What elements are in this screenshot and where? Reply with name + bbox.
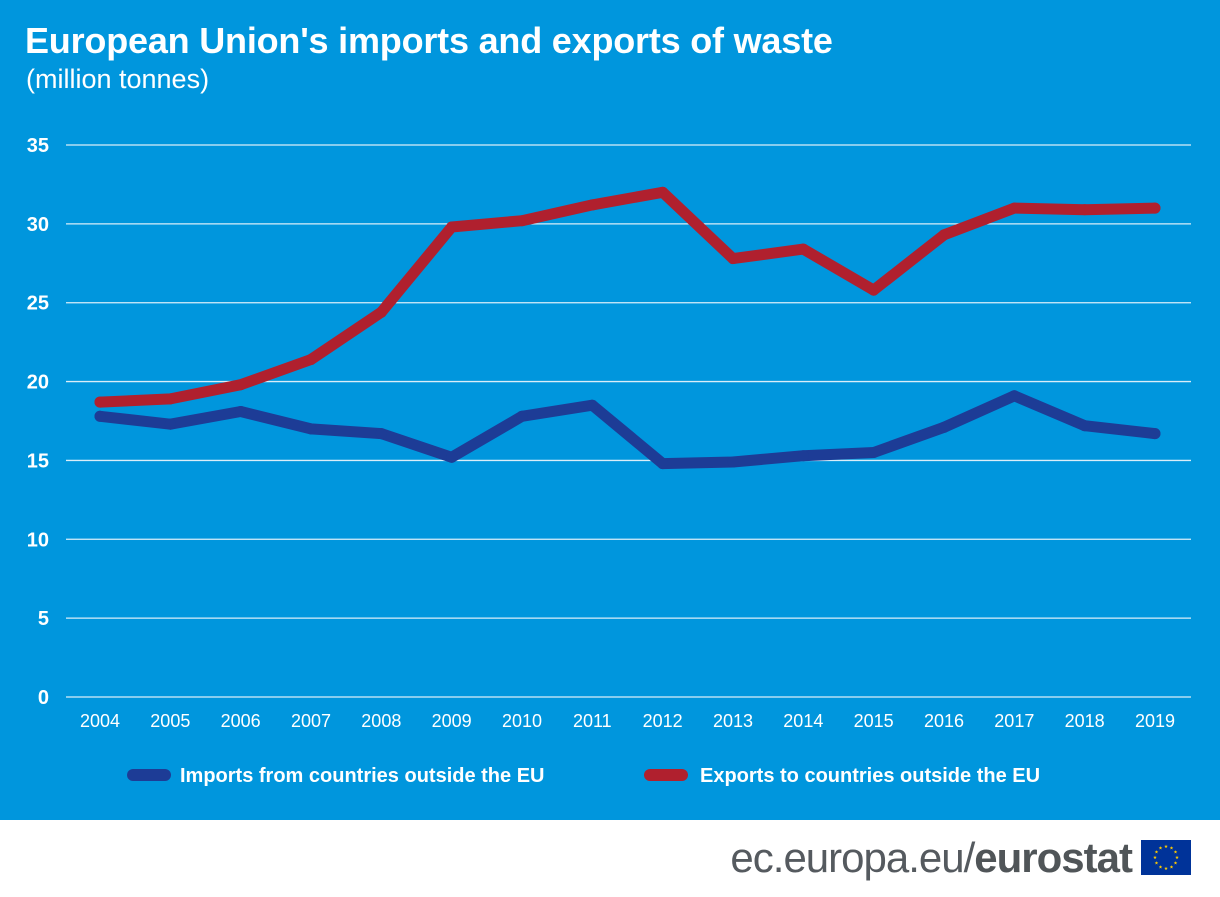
x-tick-label: 2019	[1135, 711, 1175, 731]
exports-data-point	[1079, 204, 1091, 216]
x-tick-label: 2006	[221, 711, 261, 731]
exports-data-point	[868, 284, 880, 296]
exports-data-point	[657, 186, 669, 198]
gridlines	[66, 144, 1191, 698]
imports-data-point	[164, 418, 176, 430]
legend: Imports from countries outside the EU Exp…	[127, 765, 1040, 787]
star-icon	[1175, 855, 1179, 860]
chart-subtitle: (million tonnes)	[26, 64, 210, 94]
imports-data-point	[1079, 420, 1091, 432]
exports-data-point	[797, 243, 809, 255]
x-tick-label: 2008	[361, 711, 401, 731]
x-tick-label: 2016	[924, 711, 964, 731]
exports-data-point	[164, 393, 176, 405]
exports-data-point	[516, 215, 528, 227]
x-axis-tick-labels: 2004 2005 2006 2007 2008 2009 2010 2011 2012 2013…	[80, 711, 1175, 731]
x-tick-label: 2015	[854, 711, 894, 731]
imports-data-point	[797, 450, 809, 462]
x-tick-label: 2014	[783, 711, 823, 731]
y-tick-label: 5	[38, 608, 49, 630]
x-tick-label: 2005	[150, 711, 190, 731]
x-tick-label: 2012	[643, 711, 683, 731]
chart-title: European Union's imports and exports of …	[25, 20, 833, 61]
chart-panel: 0 5 10 15 20 25 30 35 2004 2005 2006 2007 2008 2009 2…	[0, 0, 1220, 820]
y-tick-label: 15	[27, 450, 49, 472]
footer: ec.europa.eu/eurostat	[0, 820, 1220, 897]
star-icon	[1164, 844, 1168, 849]
imports-data-point	[516, 410, 528, 422]
star-icon	[1154, 861, 1159, 865]
star-icon	[1164, 866, 1168, 871]
imports-data-point	[868, 447, 880, 459]
x-tick-label: 2007	[291, 711, 331, 731]
y-tick-label: 25	[27, 293, 49, 315]
imports-data-point	[586, 399, 598, 411]
star-icon	[1158, 846, 1163, 850]
exports-data-point	[305, 353, 317, 365]
star-icon	[1169, 865, 1174, 869]
exports-data-point	[375, 306, 387, 318]
exports-data-point	[727, 253, 739, 265]
imports-data-point	[1008, 390, 1020, 402]
footer-url[interactable]: ec.europa.eu/eurostat	[730, 834, 1133, 882]
exports-data-point	[586, 199, 598, 211]
imports-data-point	[1149, 428, 1161, 440]
star-icon	[1158, 865, 1163, 869]
x-tick-label: 2013	[713, 711, 753, 731]
imports-data-point	[446, 451, 458, 463]
imports-data-point	[657, 458, 669, 470]
x-tick-label: 2011	[573, 711, 612, 731]
star-icon	[1153, 855, 1157, 860]
exports-data-point	[446, 221, 458, 233]
imports-data-point	[235, 406, 247, 418]
exports-data-point	[1008, 202, 1020, 214]
x-tick-label: 2018	[1065, 711, 1105, 731]
x-tick-label: 2004	[80, 711, 120, 731]
exports-data-point	[1149, 202, 1161, 214]
x-tick-label: 2009	[432, 711, 472, 731]
imports-data-point	[727, 456, 739, 468]
star-icon	[1154, 850, 1159, 854]
y-axis-tick-labels: 0 5 10 15 20 25 30 35	[27, 135, 49, 709]
star-icon	[1173, 850, 1178, 854]
y-tick-label: 20	[27, 372, 49, 394]
y-tick-label: 35	[27, 135, 49, 157]
imports-series-line	[94, 390, 1161, 470]
star-icon	[1173, 861, 1178, 865]
series-lines	[94, 186, 1161, 470]
exports-data-point	[94, 396, 106, 408]
legend-label-exports: Exports to countries outside the EU	[700, 765, 1040, 787]
imports-data-point	[938, 421, 950, 433]
eu-flag-icon	[1141, 840, 1191, 875]
star-icon	[1169, 846, 1174, 850]
legend-label-imports: Imports from countries outside the EU	[180, 765, 544, 787]
x-tick-label: 2010	[502, 711, 542, 731]
footer-site: ec.europa.eu/	[730, 834, 975, 881]
y-tick-label: 30	[27, 214, 49, 236]
y-tick-label: 0	[38, 687, 49, 709]
imports-data-point	[94, 410, 106, 422]
imports-data-point	[375, 428, 387, 440]
footer-brand: eurostat	[974, 834, 1133, 881]
imports-data-point	[305, 423, 317, 435]
exports-data-point	[938, 229, 950, 241]
x-tick-label: 2017	[994, 711, 1034, 731]
y-tick-label: 10	[27, 529, 49, 551]
exports-series-line	[94, 186, 1161, 408]
exports-data-point	[235, 379, 247, 391]
